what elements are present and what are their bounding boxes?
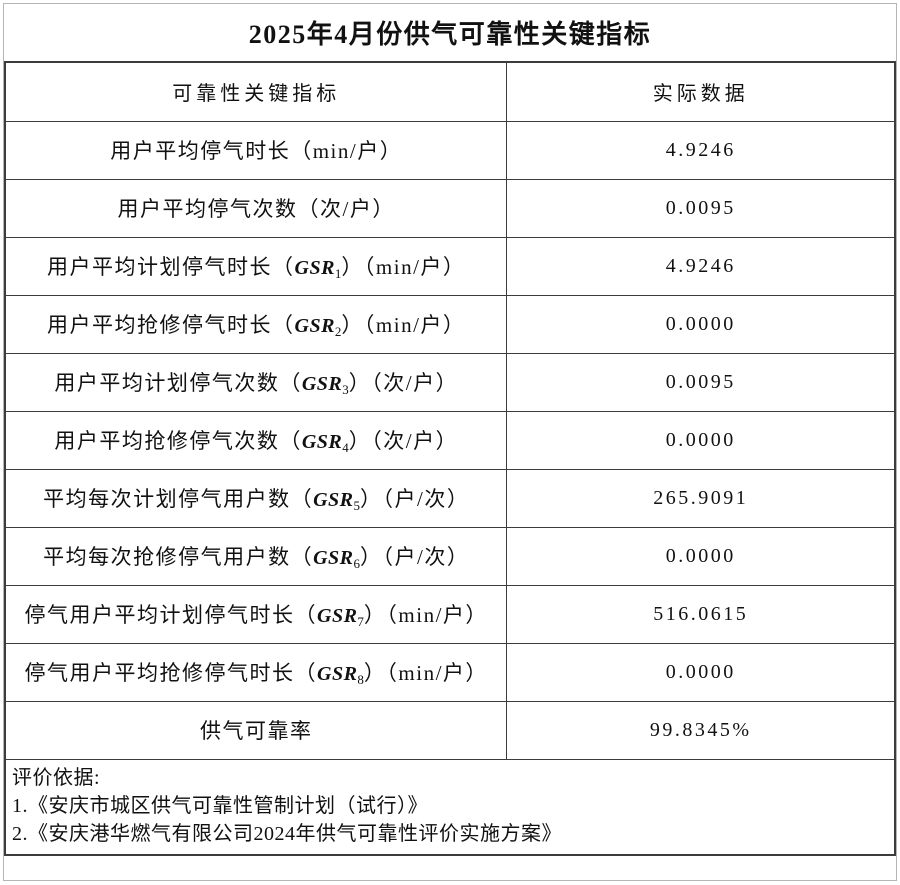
indicator-label-post: ）（min/户） (363, 660, 488, 685)
indicator-label-post: ）（min/户） (363, 602, 488, 627)
value-text: 0.0000 (665, 312, 736, 335)
indicator-label-pre: 用户平均抢修停气时长（ (47, 312, 295, 337)
gsr-symbol: GSR7 (317, 604, 364, 629)
value-text: 0.0095 (665, 370, 736, 393)
value-text: 99.8345% (649, 718, 752, 741)
footer-row: 评价依据: 1.《安庆市城区供气可靠性管制计划（试行）》 2.《安庆港华燃气有限… (4, 758, 896, 855)
page-title: 2025年4月份供气可靠性关键指标 (248, 20, 652, 49)
indicator-label-pre: 平均每次计划停气用户数（ (43, 486, 314, 511)
indicator-cell: 用户平均抢修停气时长（GSR2）（min/户） (4, 294, 508, 354)
value-cell: 0.0000 (506, 642, 896, 702)
gsr-symbol: GSR3 (301, 372, 349, 397)
indicator-label-pre: 用户平均抢修停气次数（ (54, 428, 302, 453)
gsr-symbol: GSR4 (301, 430, 349, 455)
table-row: 停气用户平均计划停气时长（GSR7）（min/户） 516.0615 (4, 584, 896, 644)
indicator-cell: 用户平均计划停气时长（GSR1）（min/户） (4, 236, 508, 296)
table-row: 用户平均计划停气时长（GSR1）（min/户） 4.9246 (4, 236, 896, 296)
table-row: 用户平均抢修停气次数（GSR4）（次/户） 0.0000 (4, 410, 896, 470)
header-value: 实际数据 (506, 61, 896, 122)
value-text: 4.9246 (665, 254, 736, 277)
indicator-label-post: ）（户/次） (360, 544, 470, 569)
header-indicator: 可靠性关键指标 (4, 61, 508, 122)
value-cell: 0.0095 (506, 352, 896, 412)
table-row: 供气可靠率 99.8345% (4, 700, 896, 760)
value-cell: 265.9091 (506, 468, 896, 528)
indicator-cell: 供气可靠率 (4, 700, 508, 760)
value-text: 0.0000 (665, 544, 736, 567)
value-text: 0.0000 (665, 428, 736, 451)
indicator-cell: 用户平均抢修停气次数（GSR4）（次/户） (4, 410, 508, 470)
indicator-cell: 用户平均计划停气次数（GSR3）（次/户） (4, 352, 508, 412)
value-cell: 99.8345% (506, 700, 896, 760)
value-cell: 0.0095 (506, 178, 896, 238)
gsr-symbol: GSR5 (313, 488, 360, 513)
indicator-label-pre: 用户平均计划停气次数（ (54, 370, 302, 395)
table-row: 停气用户平均抢修停气时长（GSR8）（min/户） 0.0000 (4, 642, 896, 702)
indicator-label-pre: 用户平均计划停气时长（ (47, 254, 295, 279)
footer-item-1: 1.《安庆市城区供气可靠性管制计划（试行）》 (12, 794, 428, 817)
table-row: 平均每次抢修停气用户数（GSR6）（户/次） 0.0000 (4, 526, 896, 586)
gsr-symbol: GSR2 (294, 314, 342, 339)
indicator-label-post: ）（min/户） (341, 312, 466, 337)
table-body: 可靠性关键指标 实际数据 用户平均停气时长（min/户） 4.9246 用户平均… (4, 61, 896, 855)
value-cell: 0.0000 (506, 410, 896, 470)
indicator-cell: 停气用户平均计划停气时长（GSR7）（min/户） (4, 584, 508, 644)
report-sheet: 2025年4月份供气可靠性关键指标 可靠性关键指标 实际数据 用户平均停气时长（… (3, 3, 897, 881)
value-text: 4.9246 (665, 138, 736, 161)
value-cell: 4.9246 (506, 120, 896, 180)
table-header-row: 可靠性关键指标 实际数据 (4, 61, 896, 122)
value-text: 0.0000 (665, 660, 736, 683)
table-row: 用户平均计划停气次数（GSR3）（次/户） 0.0095 (4, 352, 896, 412)
indicator-label-pre: 平均每次抢修停气用户数（ (43, 544, 314, 569)
value-cell: 0.0000 (506, 294, 896, 354)
indicator-cell: 用户平均停气次数（次/户） (4, 178, 508, 238)
value-text: 516.0615 (653, 602, 749, 625)
indicator-label-post: ）（次/户） (348, 428, 459, 453)
indicator-label-post: ）（min/户） (341, 254, 466, 279)
indicator-label-post: ）（户/次） (360, 486, 470, 511)
value-cell: 516.0615 (506, 584, 896, 644)
indicator-label-pre: 停气用户平均计划停气时长（ (24, 602, 318, 627)
indicator-cell: 平均每次计划停气用户数（GSR5）（户/次） (4, 468, 508, 528)
indicator-label-pre: 用户平均停气时长（min/户） (110, 138, 403, 163)
footer-cell: 评价依据: 1.《安庆市城区供气可靠性管制计划（试行）》 2.《安庆港华燃气有限… (4, 758, 896, 855)
title-block: 2025年4月份供气可靠性关键指标 (4, 4, 896, 61)
indicator-label-pre: 供气可靠率 (199, 718, 313, 743)
table-row: 平均每次计划停气用户数（GSR5）（户/次） 265.9091 (4, 468, 896, 528)
gsr-symbol: GSR1 (294, 256, 342, 281)
footer-heading: 评价依据: (12, 766, 101, 789)
table-row: 用户平均停气次数（次/户） 0.0095 (4, 178, 896, 238)
value-cell: 0.0000 (506, 526, 896, 586)
indicator-label-post: ）（次/户） (348, 370, 459, 395)
indicator-cell: 停气用户平均抢修停气时长（GSR8）（min/户） (4, 642, 508, 702)
table-row: 用户平均停气时长（min/户） 4.9246 (4, 120, 896, 180)
indicators-table: 可靠性关键指标 实际数据 用户平均停气时长（min/户） 4.9246 用户平均… (4, 61, 896, 856)
indicator-cell: 平均每次抢修停气用户数（GSR6）（户/次） (4, 526, 508, 586)
value-text: 0.0095 (665, 196, 736, 219)
indicator-cell: 用户平均停气时长（min/户） (4, 120, 508, 180)
table-row: 用户平均抢修停气时长（GSR2）（min/户） 0.0000 (4, 294, 896, 354)
value-cell: 4.9246 (506, 236, 896, 296)
gsr-symbol: GSR8 (317, 662, 364, 687)
indicator-label-pre: 停气用户平均抢修停气时长（ (24, 660, 318, 685)
footer-item-2: 2.《安庆港华燃气有限公司2024年供气可靠性评价实施方案》 (12, 822, 562, 845)
indicator-label-pre: 用户平均停气次数（次/户） (117, 196, 395, 221)
gsr-symbol: GSR6 (313, 546, 360, 571)
value-text: 265.9091 (653, 486, 749, 509)
